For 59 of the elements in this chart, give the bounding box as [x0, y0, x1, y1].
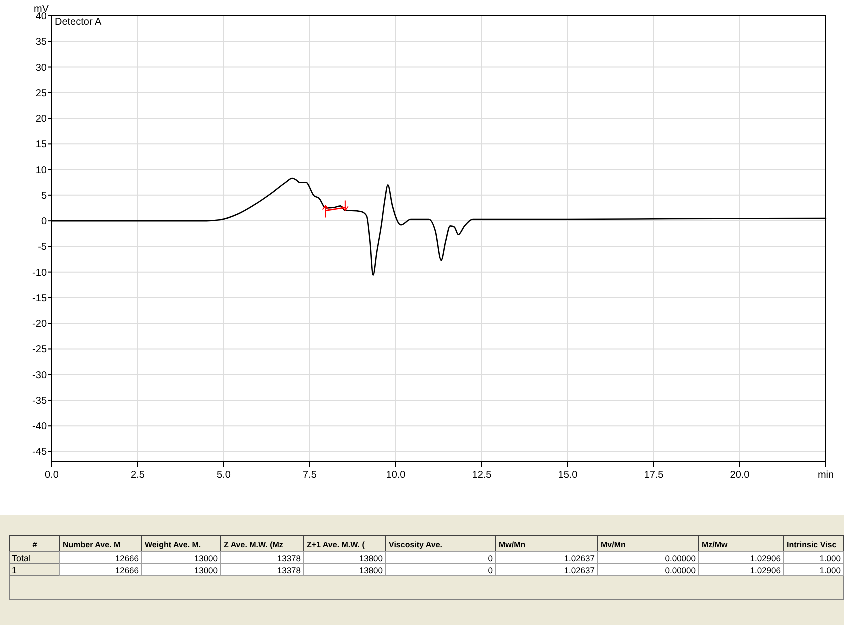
text: 13378 — [277, 554, 301, 564]
y-tick-label: -45 — [32, 447, 48, 458]
text: 1.02637 — [564, 554, 595, 564]
text: 1.02906 — [750, 566, 781, 576]
category-label: # — [32, 540, 38, 550]
x-tick-label: 20.0 — [730, 470, 750, 481]
text: 0 — [488, 566, 493, 576]
chart-title: Detector A — [55, 17, 102, 28]
text: 12666 — [115, 554, 139, 564]
category-label: Total — [12, 554, 32, 564]
category-label: Number Ave. M — [63, 540, 121, 550]
y-tick-label: 25 — [36, 88, 48, 100]
y-tick-label: 20 — [36, 114, 48, 126]
text: 1.000 — [820, 554, 841, 564]
x-tick-label: 12.5 — [472, 470, 492, 481]
x-tick-label: 7.5 — [303, 470, 318, 481]
x-tick-label: 15.0 — [558, 470, 578, 481]
category-label: Mw/Mn — [499, 540, 526, 550]
x-tick-label: min — [818, 470, 834, 481]
text: 12666 — [115, 566, 139, 576]
y-tick-label: -10 — [32, 268, 48, 279]
category-label: 1 — [12, 566, 18, 576]
x-tick-label: 10.0 — [386, 470, 406, 481]
y-tick-label: -15 — [32, 293, 48, 304]
y-tick-label: -40 — [32, 422, 48, 433]
text: 0 — [488, 554, 493, 564]
y-tick-label: 15 — [36, 140, 48, 151]
x-tick-label: 5.0 — [217, 470, 232, 481]
category-label: Viscosity Ave. — [389, 540, 443, 550]
y-tick-label: 10 — [36, 165, 48, 176]
category-label: Weight Ave. M. — [145, 540, 202, 550]
category-label: Mv/Mn — [601, 540, 626, 550]
text: 1.02906 — [750, 554, 781, 564]
category-label: Intrinsic Visc — [787, 540, 838, 550]
y-tick-label: 0 — [41, 216, 48, 228]
text: 0.00000 — [665, 566, 696, 576]
text: 13000 — [194, 554, 218, 564]
text: 1.000 — [820, 566, 841, 576]
text: 0.00000 — [665, 554, 696, 564]
text: 13800 — [359, 554, 383, 564]
x-tick-label: 17.5 — [644, 470, 664, 481]
text: 1.02637 — [564, 566, 595, 576]
y-tick-label: -25 — [32, 344, 48, 356]
x-tick-label: 0.0 — [45, 470, 60, 481]
text: 13378 — [277, 566, 301, 576]
text: 13800 — [359, 566, 383, 576]
text: 13000 — [194, 566, 218, 576]
y-tick-label: -35 — [32, 396, 48, 407]
y-tick-label: -5 — [38, 242, 48, 254]
category-label: Z+1 Ave. M.W. ( — [307, 540, 366, 550]
y-tick-label: 40 — [36, 12, 48, 22]
y-tick-label: -30 — [32, 370, 48, 382]
y-tick-label: 5 — [41, 190, 48, 202]
category-label: Mz/Mw — [702, 540, 729, 550]
category-label: Z Ave. M.W. (Mz — [224, 540, 284, 550]
y-tick-label: 35 — [36, 37, 48, 48]
y-tick-label: -20 — [32, 319, 48, 330]
x-tick-label: 2.5 — [131, 470, 146, 481]
y-tick-label: 30 — [36, 62, 48, 74]
